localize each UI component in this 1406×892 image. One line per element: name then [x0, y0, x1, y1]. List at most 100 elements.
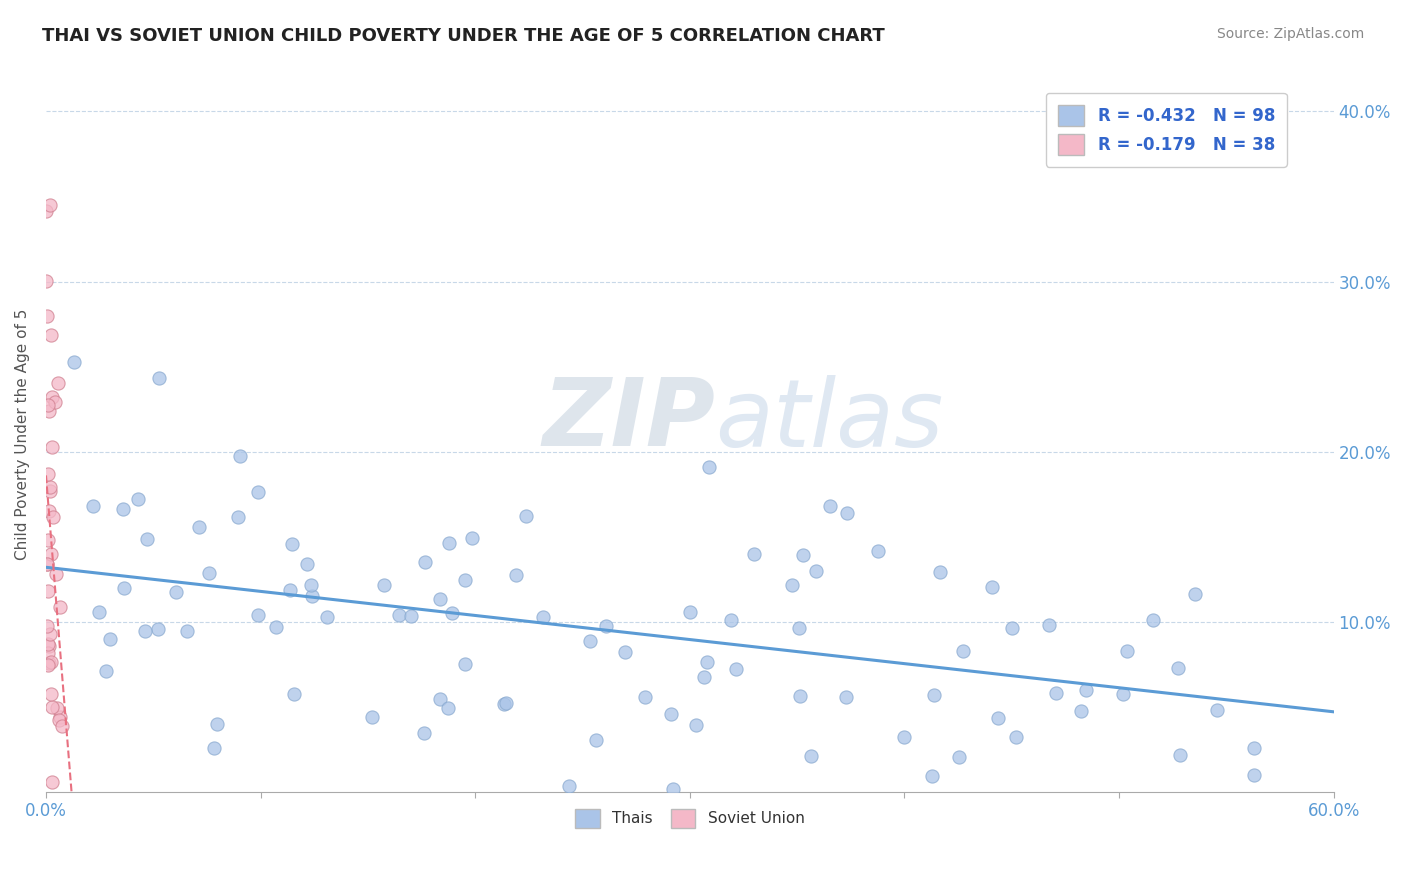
Point: [37, 557, 59, 571]
Point: [134, 624, 156, 639]
Point: [505, 568, 527, 582]
Point: [148, 371, 170, 385]
Point: [226, 510, 249, 524]
Text: THAI VS SOVIET UNION CHILD POVERTY UNDER THE AGE OF 5 CORRELATION CHART: THAI VS SOVIET UNION CHILD POVERTY UNDER…: [42, 27, 884, 45]
Point: [229, 449, 252, 463]
Point: [1243, 768, 1265, 782]
Point: [37, 467, 59, 481]
Point: [38, 483, 60, 498]
Point: [662, 782, 685, 797]
Point: [1070, 704, 1092, 718]
Point: [515, 508, 537, 523]
Legend: Thais, Soviet Union: Thais, Soviet Union: [569, 803, 810, 834]
Point: [804, 564, 827, 578]
Point: [835, 690, 858, 705]
Point: [41, 775, 63, 789]
Point: [725, 662, 748, 676]
Point: [595, 619, 617, 633]
Point: [634, 690, 657, 705]
Point: [39, 198, 62, 212]
Point: [188, 520, 211, 534]
Point: [661, 706, 683, 721]
Point: [792, 549, 814, 563]
Point: [685, 717, 707, 731]
Point: [41, 700, 63, 714]
Point: [454, 573, 477, 587]
Point: [37, 533, 59, 548]
Point: [295, 558, 318, 572]
Point: [44, 395, 66, 409]
Point: [247, 607, 270, 622]
Point: [87, 606, 110, 620]
Point: [980, 580, 1002, 594]
Point: [98, 632, 121, 647]
Point: [495, 696, 517, 710]
Y-axis label: Child Poverty Under the Age of 5: Child Poverty Under the Age of 5: [15, 309, 30, 560]
Point: [301, 589, 323, 603]
Point: [35, 203, 58, 218]
Point: [38, 640, 60, 654]
Point: [742, 547, 765, 561]
Point: [948, 750, 970, 764]
Point: [929, 565, 952, 579]
Point: [1142, 613, 1164, 627]
Point: [45, 566, 67, 581]
Point: [111, 502, 134, 516]
Point: [37, 398, 59, 412]
Point: [39, 627, 62, 641]
Point: [38, 656, 60, 670]
Point: [278, 583, 301, 598]
Point: [127, 492, 149, 507]
Point: [38, 480, 60, 494]
Point: [1001, 621, 1024, 635]
Point: [922, 689, 945, 703]
Point: [316, 610, 339, 624]
Point: [82, 499, 104, 513]
Point: [176, 624, 198, 639]
Point: [202, 741, 225, 756]
Point: [146, 622, 169, 636]
Point: [39, 328, 62, 343]
Point: [205, 716, 228, 731]
Point: [281, 537, 304, 551]
Point: [789, 689, 811, 703]
Point: [558, 779, 581, 793]
Point: [37, 658, 59, 673]
Point: [614, 645, 637, 659]
Point: [699, 460, 721, 475]
Point: [35, 309, 58, 323]
Point: [51, 719, 73, 733]
Point: [388, 607, 411, 622]
Point: [866, 544, 889, 558]
Point: [38, 504, 60, 518]
Point: [1184, 587, 1206, 601]
Text: Source: ZipAtlas.com: Source: ZipAtlas.com: [1216, 27, 1364, 41]
Point: [37, 583, 59, 598]
Point: [1116, 643, 1139, 657]
Point: [412, 726, 434, 740]
Point: [42, 510, 65, 524]
Point: [35, 618, 58, 632]
Point: [41, 390, 63, 404]
Point: [678, 605, 700, 619]
Point: [1038, 618, 1060, 632]
Point: [136, 532, 159, 546]
Point: [893, 730, 915, 744]
Point: [361, 710, 384, 724]
Point: [38, 404, 60, 418]
Point: [247, 484, 270, 499]
Text: atlas: atlas: [716, 375, 943, 466]
Point: [413, 555, 436, 569]
Point: [1045, 686, 1067, 700]
Point: [437, 700, 460, 714]
Point: [39, 655, 62, 669]
Point: [492, 698, 515, 712]
Point: [41, 440, 63, 454]
Point: [1167, 661, 1189, 675]
Point: [461, 531, 484, 545]
Point: [48, 713, 70, 727]
Point: [37, 646, 59, 660]
Point: [94, 665, 117, 679]
Point: [429, 592, 451, 607]
Point: [1205, 703, 1227, 717]
